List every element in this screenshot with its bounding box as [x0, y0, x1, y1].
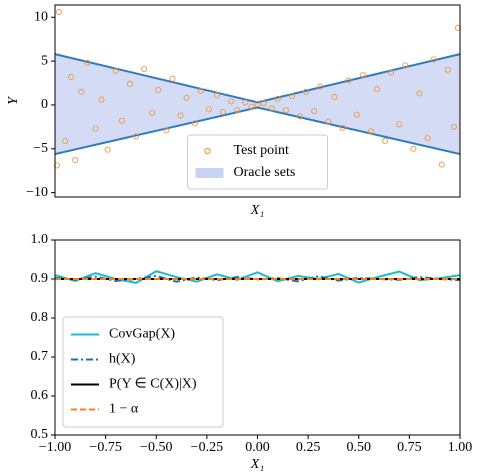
x-axis-label: X₁: [250, 457, 264, 472]
test-point: [177, 112, 184, 119]
legend-label: h(X): [109, 352, 136, 367]
test-point: [78, 88, 85, 95]
test-point: [297, 113, 304, 120]
test-point: [396, 121, 403, 128]
test-point: [345, 77, 352, 84]
test-point: [126, 80, 133, 87]
x-tick-label: 1.00: [448, 440, 473, 455]
legend-marker: [204, 147, 211, 155]
test-point: [234, 107, 241, 114]
x-tick-label: −0.25: [191, 440, 223, 455]
test-point: [288, 93, 295, 100]
test-point: [155, 87, 162, 94]
legend-label: 1 − α: [109, 402, 139, 417]
x-tick-label: −0.75: [89, 440, 121, 455]
y-tick-label: 0.8: [31, 310, 49, 325]
test-point: [228, 98, 235, 105]
test-point: [325, 118, 332, 125]
y-tick-label: 0.5: [31, 427, 49, 442]
legend-label: Oracle sets: [234, 165, 296, 180]
test-point: [248, 103, 255, 110]
test-point: [56, 9, 63, 16]
test-point: [242, 99, 249, 106]
x-tick-label: −0.50: [140, 440, 172, 455]
test-point: [438, 161, 445, 168]
legend-label: P(Y ∈ C(X)|X): [109, 377, 197, 392]
test-point: [424, 135, 431, 142]
test-point: [410, 145, 417, 152]
test-point: [118, 117, 125, 124]
x-tick-label: 0.00: [245, 440, 270, 455]
test-point: [430, 56, 437, 63]
test-point: [84, 59, 91, 66]
test-point: [311, 108, 318, 115]
test-point: [359, 72, 366, 79]
x-tick-label: −1.00: [39, 440, 71, 455]
test-point: [104, 146, 111, 153]
test-point: [282, 107, 289, 114]
band-edge: [54, 106, 461, 156]
y-tick-label: −5: [33, 141, 48, 156]
y-tick-label: 1.0: [31, 232, 49, 247]
legend-box: [62, 316, 224, 428]
test-point: [444, 66, 451, 73]
test-point: [388, 69, 395, 76]
test-point: [112, 67, 119, 74]
test-point: [274, 95, 281, 102]
legend-swatch: [195, 168, 224, 178]
test-point: [331, 94, 338, 101]
test-point: [367, 128, 374, 135]
test-point: [68, 73, 75, 80]
test-point: [454, 24, 461, 31]
test-point: [132, 133, 139, 140]
test-point: [98, 96, 105, 103]
test-point: [450, 123, 457, 130]
test-point: [62, 137, 69, 144]
test-point: [183, 94, 190, 101]
y-tick-label: 10: [34, 9, 48, 24]
x-axis-label: X₁: [250, 203, 264, 218]
y-tick-label: 5: [41, 53, 48, 68]
x-tick-label: 0.75: [397, 440, 422, 455]
test-point: [254, 101, 261, 108]
test-point: [260, 100, 267, 107]
axes-frame: [54, 4, 461, 198]
test-point: [382, 137, 389, 144]
y-axis-label: Y: [6, 95, 21, 105]
legend-label: CovGap(X): [109, 327, 175, 342]
test-point: [373, 86, 380, 93]
x-tick-label: 0.50: [347, 440, 372, 455]
y-tick-label: 0: [41, 97, 48, 112]
test-point: [169, 75, 176, 82]
test-point: [416, 90, 423, 97]
test-point: [163, 127, 170, 134]
test-point: [213, 92, 220, 99]
y-tick-label: 0.9: [31, 271, 49, 286]
y-tick-label: −10: [26, 185, 48, 200]
test-point: [220, 108, 227, 115]
test-point: [54, 162, 61, 169]
test-point: [197, 87, 204, 94]
test-point: [303, 88, 310, 95]
y-tick-label: 0.6: [31, 388, 49, 403]
test-point: [205, 106, 212, 113]
test-point: [141, 66, 148, 73]
legend-label: Test point: [234, 143, 290, 158]
test-point: [92, 125, 99, 132]
test-point: [268, 105, 275, 112]
test-point: [353, 111, 360, 118]
test-point: [402, 62, 409, 69]
y-tick-label: 0.7: [31, 349, 49, 364]
test-point: [317, 83, 324, 90]
test-point: [72, 157, 79, 164]
test-point: [339, 124, 346, 131]
test-point: [149, 109, 156, 116]
series-line: [54, 270, 461, 284]
test-point: [191, 120, 198, 127]
x-tick-label: 0.25: [296, 440, 321, 455]
